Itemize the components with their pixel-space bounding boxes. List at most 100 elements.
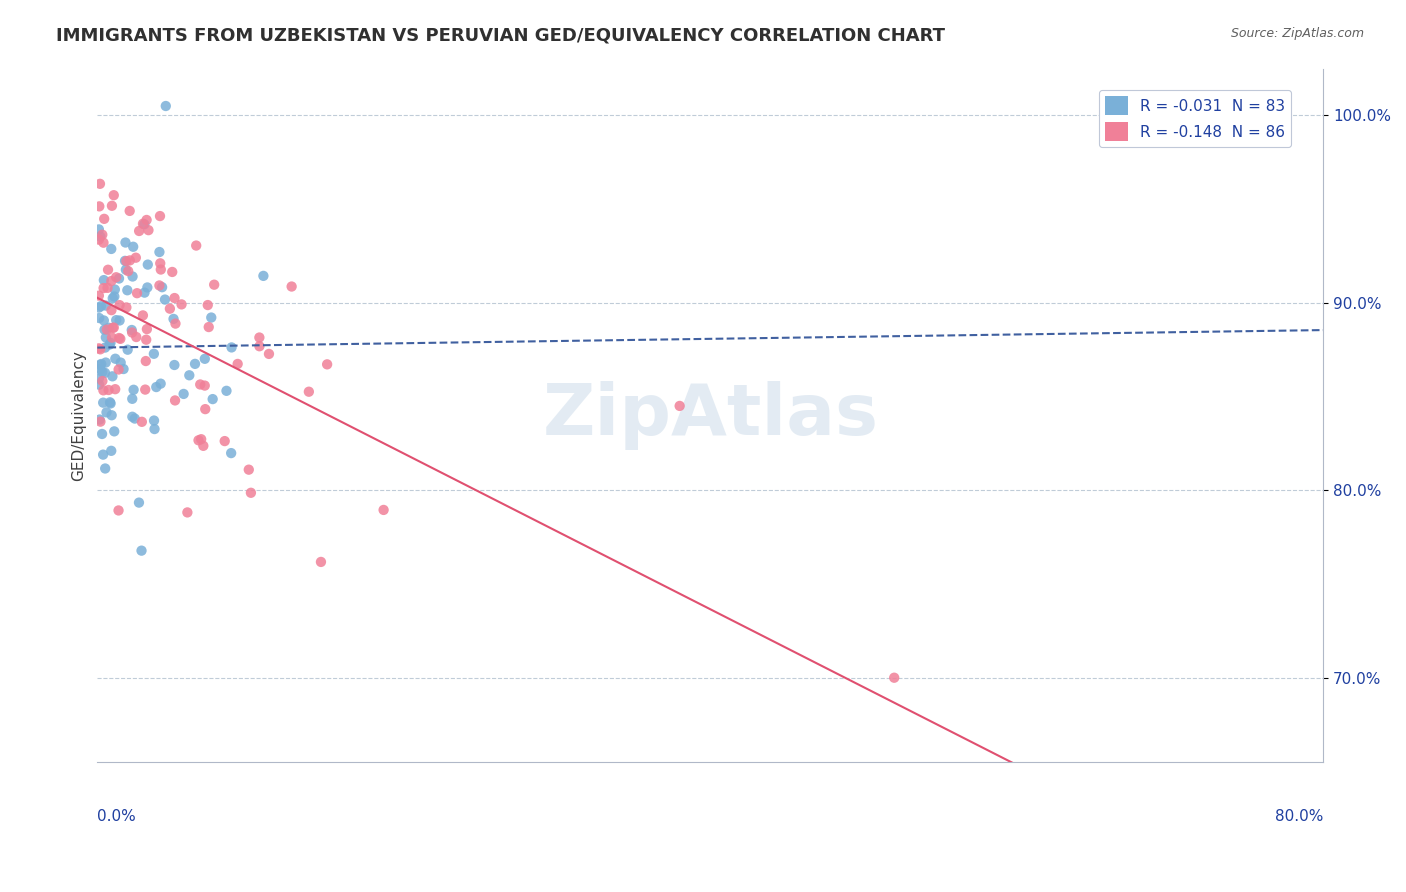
Point: [238, 463, 260, 477]
Point: [145, 380, 167, 394]
Point: [135, 354, 157, 368]
Point: [101, 369, 124, 384]
Point: [190, 432, 212, 446]
Point: [89, 229, 111, 244]
Point: [134, 285, 156, 300]
Legend: R = -0.031  N = 83, R = -0.148  N = 86: R = -0.031 N = 83, R = -0.148 N = 86: [1098, 90, 1291, 147]
Point: [93, 211, 115, 226]
Point: [165, 393, 187, 408]
Point: [136, 258, 159, 272]
Point: [131, 543, 153, 558]
Point: [104, 351, 127, 366]
Point: [117, 343, 139, 357]
Point: [124, 411, 146, 425]
Point: [165, 317, 187, 331]
Point: [100, 396, 122, 410]
Point: [149, 256, 172, 270]
Point: [132, 217, 155, 231]
Point: [117, 283, 139, 297]
Point: [125, 286, 148, 301]
Point: [361, 783, 384, 797]
Point: [143, 422, 166, 436]
Point: [202, 277, 225, 292]
Point: [118, 203, 141, 218]
Point: [280, 279, 302, 293]
Point: [90, 357, 112, 371]
Point: [96, 405, 118, 419]
Point: [115, 254, 138, 268]
Text: 0.0%: 0.0%: [97, 809, 136, 824]
Point: [135, 213, 157, 227]
Point: [215, 384, 238, 398]
Point: [98, 395, 121, 409]
Point: [93, 384, 115, 398]
Point: [252, 268, 274, 283]
Point: [186, 238, 208, 252]
Point: [94, 461, 117, 475]
Point: [121, 409, 143, 424]
Point: [249, 339, 271, 353]
Point: [94, 341, 117, 355]
Point: [194, 402, 217, 417]
Point: [91, 427, 114, 442]
Point: [97, 262, 120, 277]
Point: [93, 273, 115, 287]
Point: [128, 495, 150, 509]
Point: [89, 358, 111, 372]
Point: [257, 347, 280, 361]
Point: [200, 310, 222, 325]
Point: [132, 309, 155, 323]
Point: [103, 320, 125, 334]
Point: [104, 382, 127, 396]
Point: [89, 362, 111, 376]
Point: [91, 365, 114, 379]
Point: [131, 415, 153, 429]
Point: [97, 320, 120, 334]
Point: [239, 485, 262, 500]
Point: [214, 434, 236, 448]
Point: [221, 340, 243, 354]
Point: [163, 291, 186, 305]
Point: [100, 335, 122, 350]
Point: [201, 392, 224, 406]
Point: [159, 301, 181, 316]
Point: [194, 378, 217, 392]
Point: [89, 199, 111, 213]
Point: [93, 235, 115, 250]
Point: [87, 222, 110, 236]
Point: [668, 399, 690, 413]
Point: [93, 281, 115, 295]
Point: [155, 99, 177, 113]
Point: [112, 362, 135, 376]
Point: [135, 333, 157, 347]
Point: [149, 376, 172, 391]
Point: [309, 555, 332, 569]
Point: [89, 412, 111, 426]
Point: [87, 301, 110, 315]
Point: [108, 298, 131, 312]
Point: [184, 357, 207, 371]
Point: [100, 443, 122, 458]
Text: Source: ZipAtlas.com: Source: ZipAtlas.com: [1230, 27, 1364, 40]
Point: [114, 235, 136, 250]
Point: [197, 320, 219, 334]
Point: [134, 217, 156, 231]
Point: [103, 425, 125, 439]
Point: [89, 377, 111, 392]
Text: IMMIGRANTS FROM UZBEKISTAN VS PERUVIAN GED/EQUIVALENCY CORRELATION CHART: IMMIGRANTS FROM UZBEKISTAN VS PERUVIAN G…: [56, 27, 945, 45]
Point: [194, 351, 217, 366]
Point: [100, 409, 122, 423]
Point: [94, 355, 117, 369]
Point: [373, 503, 395, 517]
Point: [91, 227, 114, 242]
Point: [115, 262, 138, 277]
Point: [136, 280, 159, 294]
Point: [162, 265, 184, 279]
Point: [87, 371, 110, 385]
Text: 80.0%: 80.0%: [1275, 809, 1323, 824]
Point: [883, 671, 905, 685]
Point: [100, 303, 122, 318]
Point: [98, 337, 121, 351]
Point: [135, 322, 157, 336]
Point: [143, 413, 166, 427]
